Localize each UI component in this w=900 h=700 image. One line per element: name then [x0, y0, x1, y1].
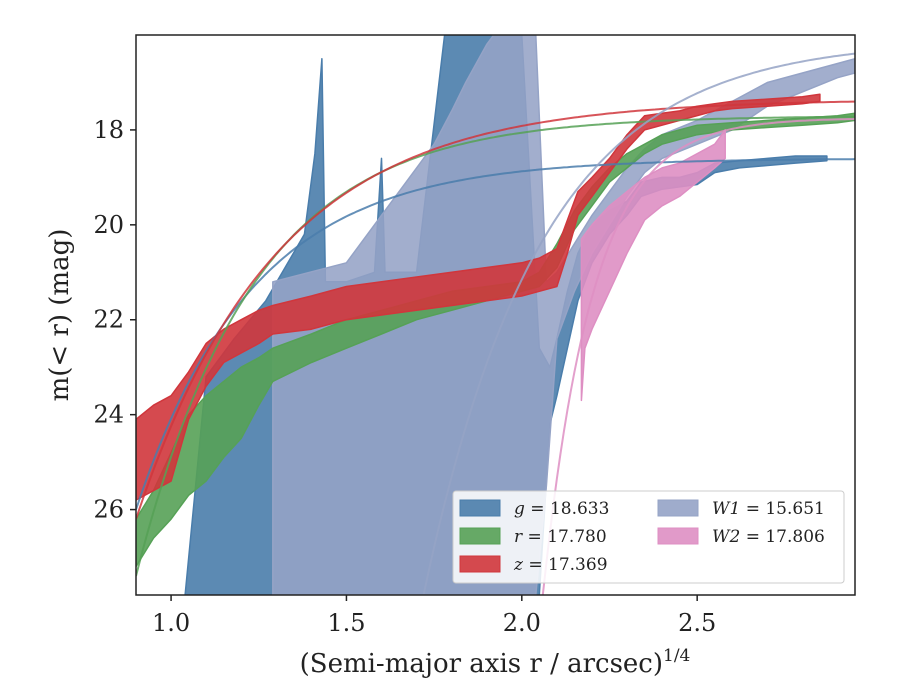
model-curve-2 [136, 115, 855, 577]
x-tick-label: 1.0 [152, 609, 190, 637]
model-curve-1 [136, 158, 855, 510]
model-curve-4 [422, 52, 855, 595]
band-w1 [272, 35, 855, 595]
legend-swatch [459, 527, 501, 545]
legend: g = 18.633 r = 17.780 z = 17.369 W1 = 15.65… [452, 490, 845, 584]
y-tick-label: 24 [93, 401, 124, 429]
x-tick-label: 1.5 [327, 609, 365, 637]
model-curve-5 [541, 118, 855, 595]
y-tick-label: 22 [93, 306, 124, 334]
y-tick-label: 18 [93, 116, 124, 144]
legend-label: r = 17.780 [514, 527, 607, 547]
y-tick-label: 26 [93, 496, 124, 524]
x-tick-label: 2.5 [678, 609, 716, 637]
band-w2 [580, 129, 726, 402]
legend-swatch [459, 555, 501, 573]
legend-label: z = 17.369 [513, 555, 608, 575]
x-tick-label: 2.0 [503, 609, 541, 637]
y-axis-ticks: 18 20 22 24 26 [93, 116, 136, 524]
legend-label: W2 = 17.806 [712, 527, 825, 547]
y-tick-label: 20 [93, 211, 124, 239]
legend-box [452, 490, 845, 584]
plot-frame [135, 34, 856, 596]
legend-swatch [657, 499, 699, 517]
legend-label: g = 18.633 [514, 499, 609, 519]
model-curve-3 [136, 100, 855, 520]
x-axis-label: (Semi-major axis r / arcsec)1/4 [300, 646, 691, 679]
y-axis-label: m(< r) (mag) [45, 229, 75, 402]
x-axis-ticks: 1.0 1.5 2.0 2.5 [152, 595, 716, 637]
legend-swatch [459, 499, 501, 517]
legend-label: W1 = 15.651 [712, 499, 825, 519]
model-curves [136, 52, 855, 595]
legend-swatch [657, 527, 699, 545]
